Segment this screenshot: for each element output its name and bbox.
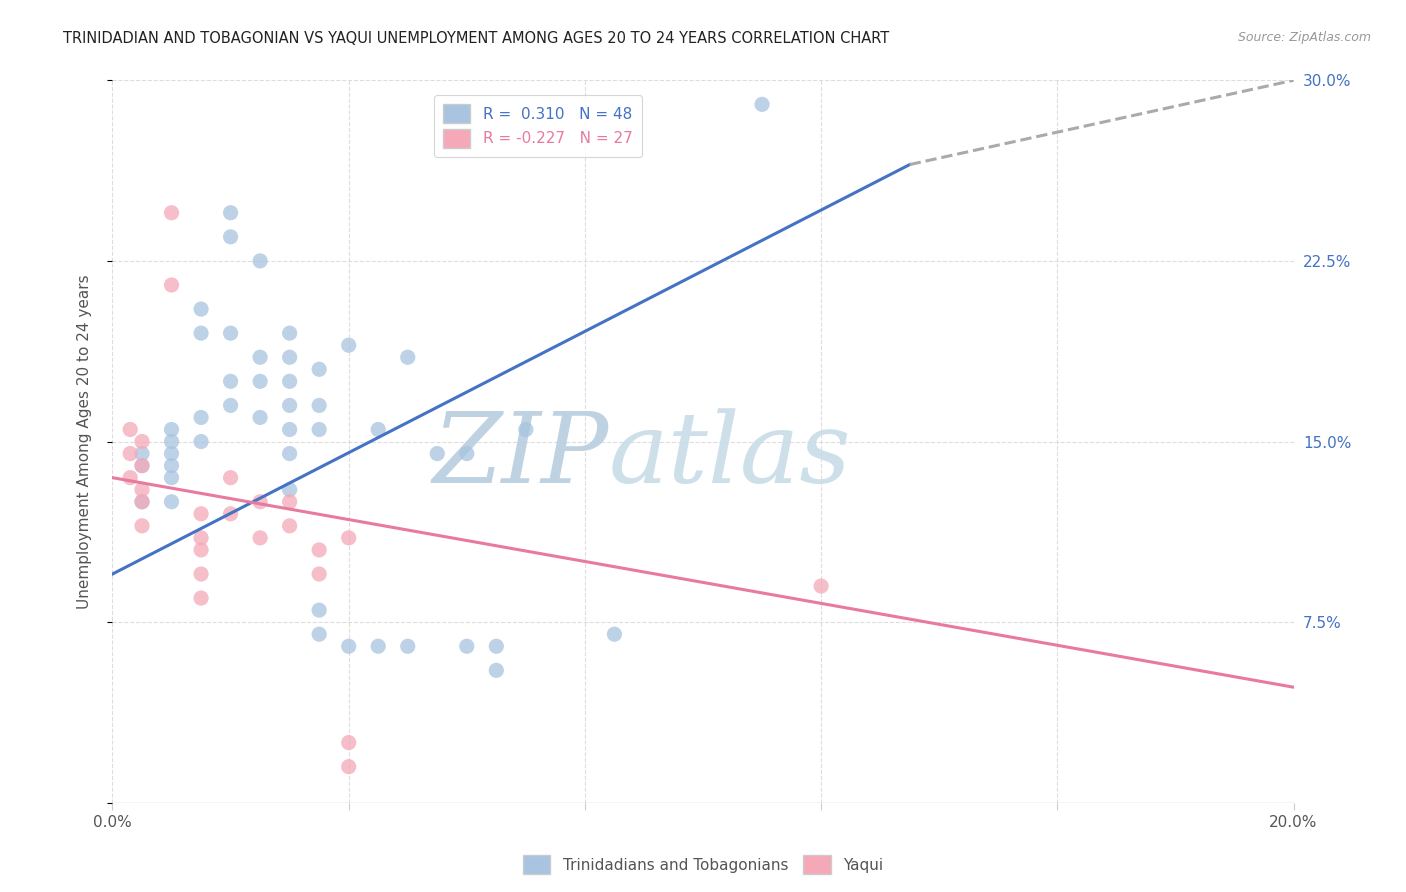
Point [190,410,212,425]
Point [456,639,478,653]
Point [337,639,360,653]
Point [190,531,212,545]
Point [278,494,301,508]
Point [160,277,183,292]
Point [219,470,242,484]
Point [456,446,478,460]
Text: TRINIDADIAN AND TOBAGONIAN VS YAQUI UNEMPLOYMENT AMONG AGES 20 TO 24 YEARS CORRE: TRINIDADIAN AND TOBAGONIAN VS YAQUI UNEM… [63,31,890,46]
Point [160,458,183,473]
Point [160,205,183,219]
Text: atlas: atlas [609,409,851,504]
Point [337,735,360,749]
Point [485,639,508,653]
Point [249,531,271,545]
Point [190,326,212,340]
Point [603,627,626,641]
Point [160,434,183,449]
Point [278,374,301,388]
Point [219,507,242,521]
Point [131,483,153,497]
Point [396,639,419,653]
Legend: R =  0.310   N = 48, R = -0.227   N = 27: R = 0.310 N = 48, R = -0.227 N = 27 [434,95,641,157]
Point [190,507,212,521]
Point [278,422,301,436]
Point [337,338,360,352]
Point [190,434,212,449]
Point [190,301,212,317]
Point [367,422,389,436]
Point [249,374,271,388]
Point [131,494,153,508]
Point [337,531,360,545]
Point [131,518,153,533]
Point [120,446,142,460]
Point [308,603,330,617]
Point [426,446,449,460]
Point [219,398,242,412]
Point [249,494,271,508]
Point [131,458,153,473]
Point [219,230,242,244]
Point [160,494,183,508]
Point [219,326,242,340]
Legend: Trinidadians and Tobagonians, Yaqui: Trinidadians and Tobagonians, Yaqui [517,849,889,880]
Point [278,350,301,364]
Point [396,350,419,364]
Point [131,458,153,473]
Point [190,567,212,582]
Text: Source: ZipAtlas.com: Source: ZipAtlas.com [1237,31,1371,45]
Point [308,542,330,557]
Point [308,567,330,582]
Point [810,579,832,593]
Point [278,483,301,497]
Point [308,627,330,641]
Point [367,639,389,653]
Point [751,97,773,112]
Point [308,398,330,412]
Point [120,470,142,484]
Point [190,542,212,557]
Point [308,422,330,436]
Point [160,446,183,460]
Point [278,326,301,340]
Point [219,205,242,219]
Point [249,253,271,268]
Point [278,518,301,533]
Point [278,398,301,412]
Point [160,470,183,484]
Point [337,760,360,774]
Point [515,422,537,436]
Point [249,410,271,425]
Point [120,422,142,436]
Point [131,434,153,449]
Point [160,422,183,436]
Point [249,350,271,364]
Point [278,446,301,460]
Point [485,664,508,678]
Y-axis label: Unemployment Among Ages 20 to 24 years: Unemployment Among Ages 20 to 24 years [77,274,91,609]
Point [219,374,242,388]
Point [131,446,153,460]
Point [308,362,330,376]
Point [131,494,153,508]
Point [190,591,212,605]
Text: ZIP: ZIP [432,409,609,504]
